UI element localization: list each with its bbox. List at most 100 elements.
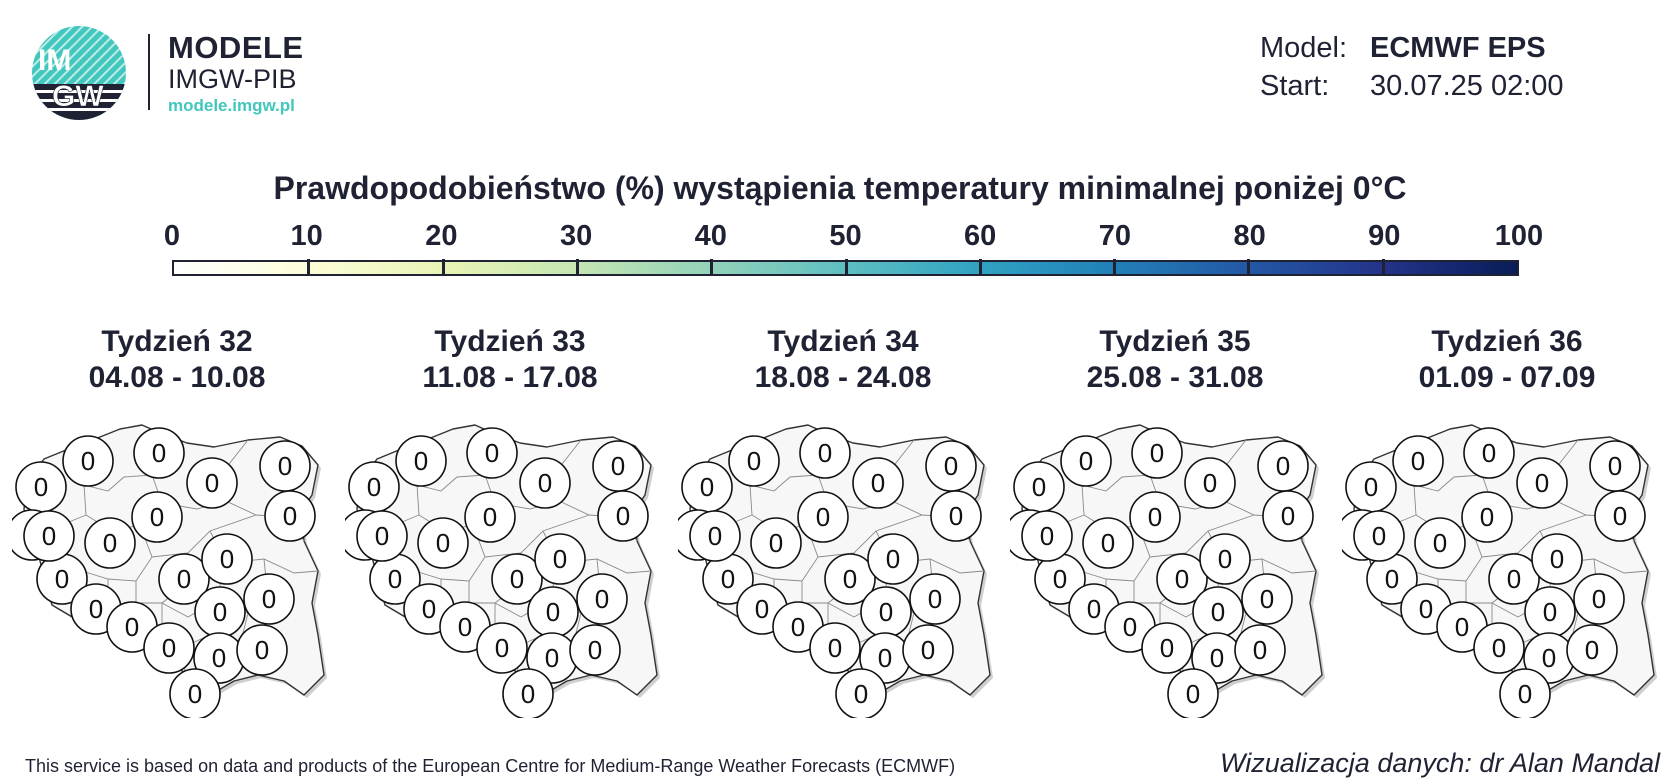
colorbar-tick-label: 20 — [425, 220, 458, 252]
probability-value: 0 — [213, 597, 227, 627]
probability-marker: 0 — [243, 573, 295, 625]
probability-value: 0 — [1276, 451, 1290, 481]
colorbar-tick-label: 10 — [290, 220, 323, 252]
probability-value: 0 — [414, 446, 428, 476]
probability-value: 0 — [458, 612, 472, 642]
probability-value: 0 — [1372, 521, 1386, 551]
probability-marker: 0 — [799, 427, 851, 479]
week-date-range: 01.09 - 07.09 — [1418, 361, 1596, 394]
probability-marker: 0 — [1060, 435, 1112, 487]
probability-value: 0 — [1585, 635, 1599, 665]
probability-marker: 0 — [797, 491, 849, 543]
probability-value: 0 — [436, 528, 450, 558]
week-date-range: 18.08 - 24.08 — [754, 361, 932, 394]
probability-value: 0 — [545, 643, 559, 673]
poland-map: 000000000000000000000 — [1342, 424, 1657, 718]
probability-value: 0 — [125, 612, 139, 642]
probability-value: 0 — [1032, 472, 1046, 502]
probability-value: 0 — [1455, 612, 1469, 642]
colorbar-tick-label: 100 — [1494, 220, 1544, 252]
probability-value: 0 — [150, 502, 164, 532]
probability-marker: 0 — [1516, 457, 1568, 509]
probability-value: 0 — [283, 501, 297, 531]
probability-value: 0 — [521, 679, 535, 709]
probability-value: 0 — [611, 451, 625, 481]
probability-marker: 0 — [201, 533, 253, 585]
probability-marker: 0 — [1167, 668, 1219, 718]
probability-marker: 0 — [1566, 624, 1618, 676]
probability-value: 0 — [81, 446, 95, 476]
map-title: Prawdopodobieństwo (%) wystąpienia tempe… — [273, 170, 1407, 206]
probability-value: 0 — [177, 564, 191, 594]
colorbar-tick-label: 50 — [829, 220, 862, 252]
probability-marker: 0 — [1131, 427, 1183, 479]
probability-marker: 0 — [576, 573, 628, 625]
probability-value: 0 — [1492, 633, 1506, 663]
probability-value: 0 — [388, 564, 402, 594]
probability-marker: 0 — [1473, 622, 1525, 674]
probability-value: 0 — [1550, 544, 1564, 574]
probability-value: 0 — [1518, 679, 1532, 709]
probability-value: 0 — [1040, 521, 1054, 551]
probability-value: 0 — [1218, 544, 1232, 574]
probability-value: 0 — [42, 521, 56, 551]
probability-marker: 0 — [689, 510, 741, 562]
probability-value: 0 — [818, 438, 832, 468]
probability-marker: 0 — [597, 490, 649, 542]
probability-value: 0 — [949, 501, 963, 531]
week-title: Tydzień 34 — [767, 325, 919, 358]
probability-value: 0 — [1101, 528, 1115, 558]
probability-value: 0 — [255, 635, 269, 665]
probability-marker: 0 — [1414, 517, 1466, 569]
probability-value: 0 — [1175, 564, 1189, 594]
probability-value: 0 — [1211, 597, 1225, 627]
probability-marker: 0 — [1589, 440, 1641, 492]
week-panel: Tydzień 32 04.08 - 10.08 0 0 0 0 0 0 0 0 0 0 0 0 0 0 0 0 0… — [12, 325, 342, 725]
colorbar-tick-label: 70 — [1098, 220, 1132, 252]
probability-value: 0 — [886, 544, 900, 574]
probability-value: 0 — [1281, 501, 1295, 531]
probability-marker: 0 — [1104, 601, 1156, 653]
probability-marker: 0 — [930, 490, 982, 542]
probability-value: 0 — [1123, 612, 1137, 642]
probability-marker: 0 — [1461, 491, 1513, 543]
probability-marker: 0 — [852, 457, 904, 509]
imgw-logo-mark: IM GW — [32, 26, 126, 120]
svg-text:IM: IM — [38, 44, 71, 77]
probability-value: 0 — [1053, 564, 1067, 594]
probability-marker: 0 — [1523, 632, 1575, 684]
probability-marker: 0 — [439, 601, 491, 653]
probability-marker: 0 — [534, 533, 586, 585]
probability-marker: 0 — [860, 586, 912, 638]
poland-map: 000000000000000000000 — [345, 424, 660, 718]
province-border — [1149, 514, 1255, 558]
probability-marker: 0 — [909, 573, 961, 625]
probability-marker: 0 — [369, 553, 421, 605]
colorbar-tick-label: 40 — [694, 220, 727, 252]
probability-marker: 0 — [348, 461, 400, 513]
probability-marker: 0 — [824, 553, 876, 605]
week-panel: Tydzień 36 01.09 - 07.09 0 0 0 0 0 0 0 0 0 0 0 0 0 0 0 0 0… — [1342, 325, 1672, 725]
probability-marker: 0 — [519, 457, 571, 509]
probability-value: 0 — [928, 584, 942, 614]
probability-value: 0 — [816, 502, 830, 532]
probability-marker: 0 — [158, 553, 210, 605]
probability-value: 0 — [1507, 564, 1521, 594]
probability-value: 0 — [747, 446, 761, 476]
week-date-range: 11.08 - 17.08 — [422, 361, 598, 394]
logo-url-link[interactable]: modele.imgw.pl — [168, 96, 295, 115]
colorbar-tick-label: 30 — [559, 220, 593, 252]
probability-marker: 0 — [186, 457, 238, 509]
start-value: 30.07.25 02:00 — [1370, 70, 1564, 102]
probability-marker: 0 — [1191, 632, 1243, 684]
probability-value: 0 — [375, 521, 389, 551]
probability-marker: 0 — [36, 553, 88, 605]
probability-value: 0 — [708, 521, 722, 551]
probability-value: 0 — [1260, 584, 1274, 614]
probability-value: 0 — [1203, 468, 1217, 498]
probability-value: 0 — [700, 472, 714, 502]
probability-value: 0 — [538, 468, 552, 498]
probability-marker: 0 — [681, 461, 733, 513]
poland-map: 000000000000000000000 — [12, 424, 327, 718]
probability-value: 0 — [188, 679, 202, 709]
